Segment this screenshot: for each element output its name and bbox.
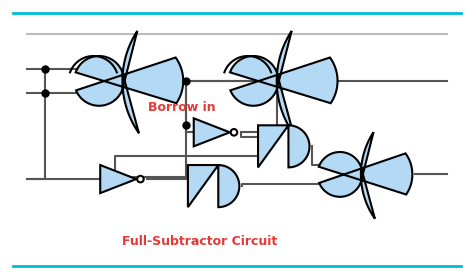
Circle shape [231,129,237,136]
Polygon shape [76,31,183,133]
Polygon shape [319,132,412,219]
Polygon shape [100,165,136,193]
Polygon shape [188,165,239,207]
Polygon shape [258,125,310,167]
Polygon shape [194,118,230,146]
Polygon shape [230,31,337,133]
Text: Borrow in: Borrow in [148,101,216,114]
Circle shape [137,176,144,182]
Text: Full-Subtractor Circuit: Full-Subtractor Circuit [122,235,277,247]
